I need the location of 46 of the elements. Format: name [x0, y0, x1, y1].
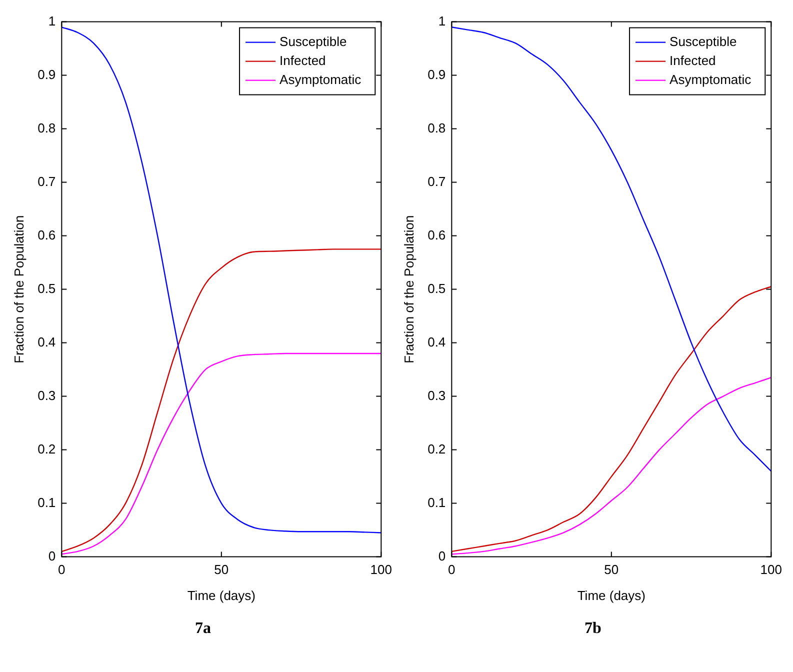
y-tick-label: 0 [438, 548, 446, 564]
y-tick-label: 1 [438, 13, 446, 28]
x-tick-label: 50 [214, 562, 229, 578]
legend-label: Asymptomatic [280, 72, 362, 87]
line-series [452, 26, 772, 472]
y-tick-label: 0.2 [428, 441, 446, 456]
x-tick-label: 50 [604, 562, 619, 578]
line-series [62, 26, 382, 534]
x-tick-label: 0 [448, 562, 456, 578]
y-tick-label: 0.5 [428, 280, 446, 296]
x-axis-title: Time (days) [577, 588, 646, 603]
y-tick-label: 0.6 [428, 227, 446, 242]
y-tick-label: 0.9 [428, 66, 446, 82]
y-axis-title: Fraction of the Population [11, 215, 26, 364]
y-tick-label: 0.1 [428, 494, 446, 510]
y-tick-label: 1 [48, 13, 56, 28]
text: 7a [194, 620, 212, 638]
y-tick-label: 0.3 [428, 388, 446, 403]
line-series [452, 376, 772, 555]
x-tick-label: 0 [58, 562, 66, 578]
x-tick-label: 100 [370, 562, 392, 578]
legend-label: Susceptible [670, 34, 737, 49]
y-tick-label: 0.5 [38, 280, 56, 296]
y-tick-label: 0.9 [38, 66, 56, 82]
y-tick-label: 0.8 [428, 120, 446, 136]
legend-label: Susceptible [280, 34, 347, 49]
y-tick-label: 0.3 [38, 388, 56, 403]
y-tick-label: 0 [48, 548, 56, 564]
x-axis-title: Time (days) [187, 588, 256, 603]
y-tick-label: 0.7 [38, 174, 56, 189]
legend-label: Infected [670, 52, 716, 68]
line-series [452, 286, 772, 552]
y-tick-label: 0.2 [38, 441, 56, 456]
line-series [62, 248, 382, 552]
y-axis-title: Fraction of the Population [401, 215, 416, 364]
legend-label: Asymptomatic [670, 72, 752, 87]
y-tick-label: 0.8 [38, 120, 56, 136]
y-tick-label: 0.7 [428, 174, 446, 189]
line-series [62, 352, 382, 555]
y-tick-label: 0.4 [38, 334, 56, 350]
y-tick-label: 0.4 [428, 334, 446, 350]
text: 7b [584, 620, 602, 638]
legend-label: Infected [280, 52, 326, 68]
x-tick-label: 100 [760, 562, 782, 578]
y-tick-label: 0.1 [38, 494, 56, 510]
y-tick-label: 0.6 [38, 227, 56, 242]
